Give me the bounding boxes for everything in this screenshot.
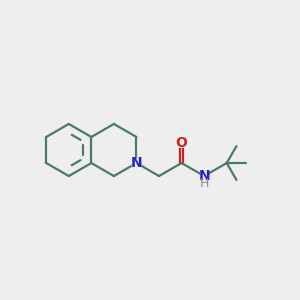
Text: N: N xyxy=(198,169,210,183)
FancyBboxPatch shape xyxy=(200,172,208,180)
Text: H: H xyxy=(200,177,209,190)
Text: N: N xyxy=(131,156,142,170)
FancyBboxPatch shape xyxy=(132,159,141,167)
FancyBboxPatch shape xyxy=(177,139,187,148)
Text: O: O xyxy=(176,136,188,151)
